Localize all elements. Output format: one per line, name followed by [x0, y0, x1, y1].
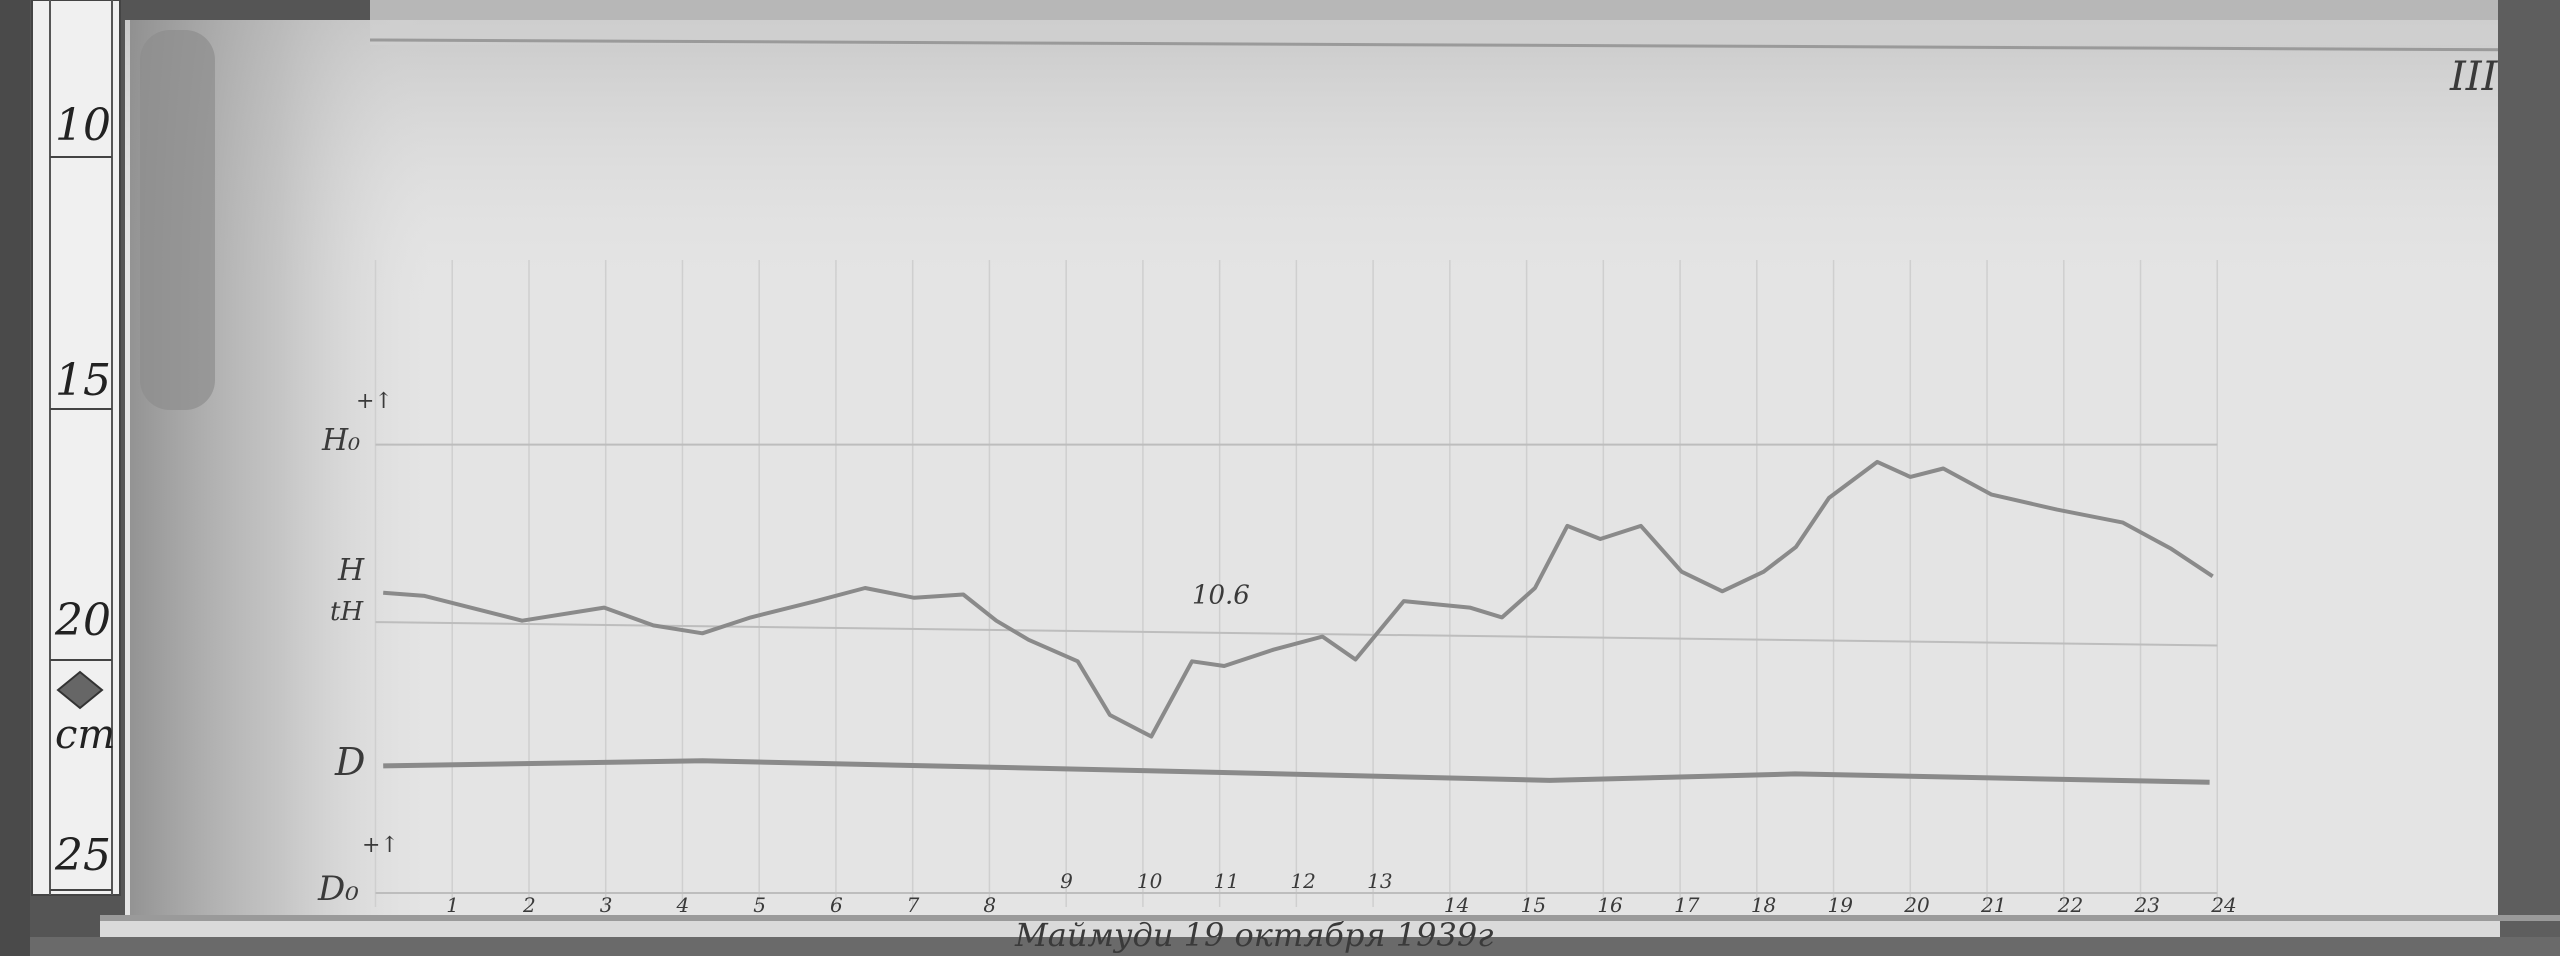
- hour-tick-19: 19: [1828, 893, 1854, 917]
- paper-shading: [125, 20, 2500, 300]
- hour-tick-1: 1: [446, 893, 459, 917]
- hour-tick-17: 17: [1674, 893, 1700, 917]
- ruler-maker-emblem-icon: [56, 670, 104, 710]
- top-strip: [370, 0, 2560, 45]
- hour-tick-6: 6: [830, 893, 843, 917]
- top-strip-edge: [369, 38, 2560, 52]
- hour-tick-7: 7: [907, 893, 920, 917]
- label-d0: D₀: [317, 869, 359, 909]
- cm-ruler: 10 15 20 cm 25: [31, 0, 121, 896]
- label-th: tH: [330, 597, 364, 627]
- wood-right: [2498, 0, 2560, 956]
- hour-tick-22: 22: [2057, 893, 2083, 917]
- label-d: D: [334, 740, 365, 784]
- baseline-tH: [375, 621, 2218, 647]
- hour-tick-12: 12: [1290, 869, 1315, 893]
- baselines: [375, 443, 2218, 894]
- ruler-label-15: 15: [55, 355, 111, 406]
- ruler-label-25: 25: [54, 830, 111, 881]
- hour-tick-5: 5: [753, 893, 766, 917]
- hour-tick-16: 16: [1597, 893, 1623, 917]
- hour-tick-14: 14: [1444, 893, 1469, 917]
- annotation-value: 10.6: [1192, 580, 1250, 610]
- label-h0-sign: +↑: [356, 389, 393, 414]
- trace-D: [383, 758, 2210, 785]
- ruler-unit-label: cm: [55, 712, 115, 758]
- label-d0-sign: +↑: [362, 833, 399, 858]
- hour-tick-20: 20: [1903, 893, 1930, 917]
- bottom-strip: [100, 921, 2500, 937]
- chart-title: Маймуди 19 октября 1939г: [1014, 916, 1493, 954]
- hour-tick-11: 11: [1214, 869, 1239, 893]
- hour-tick-8: 8: [983, 893, 996, 917]
- paper-stain-dark: [140, 30, 215, 410]
- hour-tick-23: 23: [2134, 893, 2160, 917]
- ruler-label-20: 20: [54, 595, 111, 646]
- label-h0: H₀: [321, 423, 360, 458]
- hour-tick-21: 21: [1980, 893, 2006, 917]
- hour-tick-13: 13: [1367, 869, 1392, 893]
- label-h: H: [337, 553, 365, 588]
- hour-tick-10: 10: [1137, 869, 1163, 893]
- wood-edge: [0, 0, 30, 956]
- hour-tick-9: 9: [1060, 869, 1073, 893]
- hour-tick-15: 15: [1521, 893, 1546, 917]
- hour-tick-3: 3: [600, 893, 613, 917]
- corner-mark: III: [2449, 54, 2499, 100]
- bottom-strip-edge: [100, 915, 2560, 921]
- hour-tick-4: 4: [675, 893, 689, 917]
- bottom-frame: [30, 937, 2560, 956]
- hour-tick-24: 24: [2210, 893, 2236, 917]
- traces: [383, 459, 2214, 785]
- chart-grid: [374, 260, 2219, 907]
- hour-tick-18: 18: [1751, 893, 1776, 917]
- ruler-label-10: 10: [55, 100, 111, 151]
- hour-tick-2: 2: [522, 893, 536, 917]
